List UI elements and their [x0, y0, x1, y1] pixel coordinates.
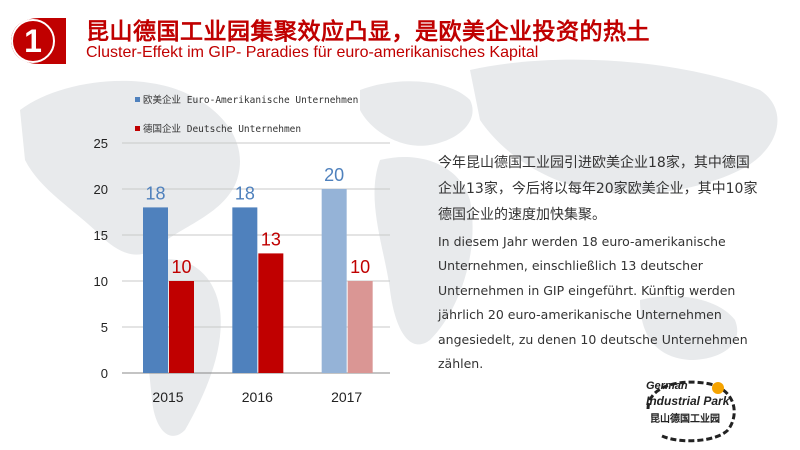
bar-chart: 欧美企业 Euro-Amerikanische Unternehmen 德国企业…	[94, 94, 390, 405]
y-tick-label: 25	[94, 136, 108, 151]
section-number-badge: 1	[11, 18, 66, 64]
data-label: 20	[324, 165, 344, 185]
page-title: 昆山德国工业园集聚效应凸显，是欧美企业投资的热土	[86, 19, 650, 45]
gip-logo-ring	[646, 380, 736, 443]
bar-german-2016	[258, 253, 284, 373]
bar-german-2017	[347, 281, 373, 373]
legend-label-euro-american: 欧美企业 Euro-Amerikanische Unternehmen	[143, 94, 358, 106]
bar-euro-american-2016	[232, 207, 258, 373]
y-tick-label: 15	[94, 228, 108, 243]
data-label: 10	[350, 257, 370, 277]
description-chinese: 今年昆山德国工业园引进欧美企业18家，其中德国企业13家，今后将以每年20家欧美…	[438, 155, 758, 223]
description-german: In diesem Jahr werden 18 euro-amerikanis…	[438, 234, 748, 372]
legend-swatch-german	[135, 126, 140, 131]
y-tick-label: 10	[94, 274, 108, 289]
legend: 欧美企业 Euro-Amerikanische Unternehmen 德国企业…	[135, 94, 358, 135]
legend-label-german: 德国企业 Deutsche Unternehmen	[143, 123, 301, 135]
y-tick-label: 0	[101, 366, 108, 381]
bar-euro-american-2015	[143, 207, 168, 373]
bars	[143, 189, 373, 373]
x-category-label: 2017	[331, 389, 362, 405]
data-label: 18	[235, 183, 255, 203]
data-label: 10	[171, 257, 191, 277]
bar-german-2015	[169, 281, 194, 373]
logo-text-german: German	[646, 380, 688, 392]
y-tick-label: 5	[101, 320, 108, 335]
logo-text-chinese: 昆山德国工业园	[650, 414, 720, 425]
legend-swatch-euro-american	[135, 97, 140, 102]
data-labels: 18 10 18 13 20 10	[145, 165, 370, 277]
data-label: 13	[261, 229, 281, 249]
y-axis-ticks: 0 5 10 15 20 25	[94, 136, 108, 381]
bar-euro-american-2017	[321, 189, 347, 373]
badge-number: 1	[24, 23, 42, 59]
data-label: 18	[145, 183, 165, 203]
x-axis-categories: 2015 2016 2017	[152, 389, 362, 405]
x-category-label: 2016	[242, 389, 273, 405]
logo-text-industrial-park: Industrial Park	[646, 394, 730, 408]
page-subtitle: Cluster-Effekt im GIP- Paradies für euro…	[86, 44, 539, 61]
x-category-label: 2015	[152, 389, 183, 405]
y-tick-label: 20	[94, 182, 108, 197]
